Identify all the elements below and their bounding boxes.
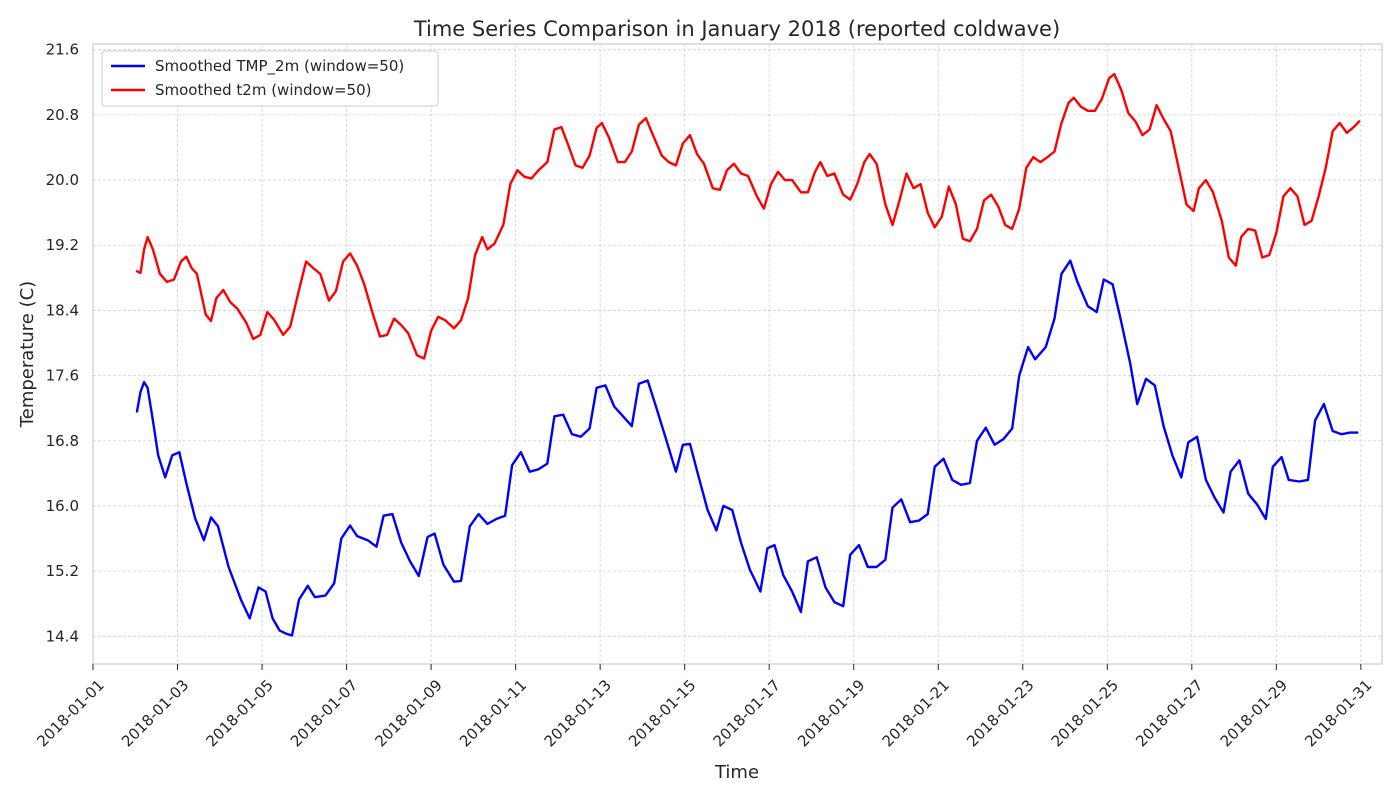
plot-frame [92,43,1383,665]
legend-label-2: Smoothed t2m (window=50) [155,81,371,99]
gridlines [92,44,1382,664]
series-layer [135,72,1361,637]
chart-title: Time Series Comparison in January 2018 (… [413,17,1060,41]
legend: Smoothed TMP_2m (window=50) Smoothed t2m … [101,50,439,107]
y-tick-label: 15.2 [46,562,79,580]
x-axis-label: Time [714,762,759,783]
y-tick-label: 16.8 [46,432,79,450]
y-tick-label: 20.8 [46,106,79,124]
y-tick-label: 16.0 [46,497,79,515]
legend-box [101,50,439,107]
y-tick-label: 19.2 [46,236,79,254]
y-axis-ticks: 14.4 15.2 16.0 16.8 17.6 18.4 19.2 20.0 20.8 21.6 [46,41,79,646]
legend-label-1: Smoothed TMP_2m (window=50) [155,57,404,76]
y-tick-label: 20.0 [46,171,79,189]
y-tick-label: 21.6 [46,41,79,59]
y-tick-label: 18.4 [46,301,79,319]
y-tick-label: 14.4 [46,627,79,645]
series-line-2 [135,72,1361,360]
y-tick-label: 17.6 [46,367,79,385]
series-line-1 [135,259,1359,637]
y-axis-label: Temperature (C) [17,281,38,428]
